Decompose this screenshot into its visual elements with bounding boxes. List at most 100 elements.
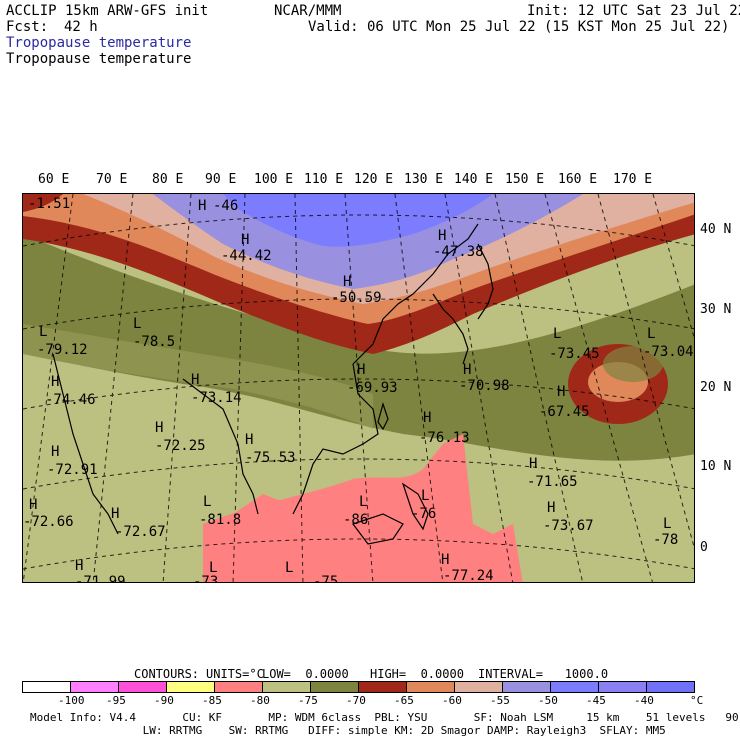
marker-value: -73.04 [643,344,694,360]
legend-swatch [455,682,503,692]
legend-swatch [71,682,119,692]
pressure-markers: -1.51 H -46 H -44.42 H -47.38 H -50.59 L… [23,196,694,583]
marker-mark: H [245,432,253,448]
legend-swatch [599,682,647,692]
marker-mark: L [39,324,47,340]
marker-value: -76.13 [419,430,470,446]
legend-tick: -50 [538,694,558,707]
marker-mark: H [423,410,431,426]
legend-tick: -80 [250,694,270,707]
marker-mark: H [51,374,59,390]
model-info-line2: LW: RRTMG SW: RRTMG DIFF: simple KM: 2D … [30,724,666,737]
lon-label: 120 E [354,172,394,187]
legend-swatch [215,682,263,692]
contours-low: LOW= 0.0000 [262,667,349,681]
model-info-line1: Model Info: V4.4 CU: KF MP: WDM 6class P… [30,711,740,724]
map-svg: -1.51 H -46 H -44.42 H -47.38 H -50.59 L… [23,194,694,583]
legend-swatch [311,682,359,692]
legend-swatch [647,682,694,692]
lon-label: 60 E [38,172,70,187]
marker-mark: L [359,494,367,510]
marker-value: -78 [653,532,678,548]
legend-swatch [503,682,551,692]
marker-value: -71.99 [75,574,126,583]
marker-mark: H [557,384,565,400]
marker-value: -72.66 [23,514,74,530]
marker-mark: L [209,560,217,576]
legend-swatch [167,682,215,692]
legend-swatch [23,682,71,692]
marker-mark: L [285,560,293,576]
lon-label: 150 E [505,172,545,187]
marker-value: -79.12 [37,342,88,358]
marker-value: -50.59 [331,290,382,306]
marker-value: -70.98 [459,378,510,394]
marker-value: -46 [213,198,238,214]
legend-tick: -55 [490,694,510,707]
marker-value: -71.65 [527,474,578,490]
marker-mark: L [647,326,655,342]
marker-mark: H [438,228,446,244]
legend-tick: -45 [586,694,606,707]
marker-mark: H [191,372,199,388]
legend-tick: -100 [58,694,85,707]
marker-value: -72.91 [47,462,98,478]
legend-tick: -40 [634,694,654,707]
legend-swatch [551,682,599,692]
map-panel: -1.51 H -46 H -44.42 H -47.38 H -50.59 L… [22,193,695,583]
lon-label: 170 E [613,172,653,187]
legend-tick: -85 [202,694,222,707]
marker-value: -44.42 [221,248,272,264]
marker-value: -72.67 [115,524,166,540]
lon-label: 70 E [96,172,128,187]
contours-units: UNITS=°C [206,667,264,681]
marker-value: -75 [313,574,338,583]
lat-label: 10 N [700,459,732,474]
subtitle-black: Tropopause temperature [6,51,192,67]
marker-value: -67.45 [539,404,590,420]
marker-value: -77.24 [443,568,494,583]
marker-mark: H [51,444,59,460]
lat-label: 0 [700,540,708,555]
marker-mark: H [29,497,37,513]
marker-mark: H [111,506,119,522]
lon-label: 100 E [254,172,294,187]
lon-label: 130 E [404,172,444,187]
marker-value: -73.45 [549,346,600,362]
marker-mark: H [547,500,555,516]
lat-label: 30 N [700,302,732,317]
marker-mark: L [421,488,429,504]
lat-label: 40 N [700,222,732,237]
lat-label: 20 N [700,380,732,395]
marker-value: -75.53 [245,450,296,466]
legend-swatch [263,682,311,692]
marker-text: -1.51 [28,196,70,212]
marker-mark: H [441,552,449,568]
legend-tick: -65 [394,694,414,707]
lon-label: 160 E [558,172,598,187]
marker-mark: H [75,558,83,574]
legend-swatch [359,682,407,692]
marker-mark: L [663,516,671,532]
legend-tick: -90 [154,694,174,707]
legend-tick: -60 [442,694,462,707]
legend-swatch [407,682,455,692]
marker-value: -47.38 [433,244,484,260]
marker-value: -76 [411,506,436,522]
fcst-value: 42 h [64,19,98,35]
marker-mark: H [155,420,163,436]
org-label: NCAR/MMM [274,3,342,19]
marker-value: -86 [343,512,368,528]
subtitle-blue: Tropopause temperature [6,35,192,51]
legend-tick: -70 [346,694,366,707]
marker-mark: H [343,274,351,290]
marker-value: -81.8 [199,512,241,528]
marker-mark: H [241,232,249,248]
marker-mark: H [357,362,365,378]
contours-interval: INTERVAL= 1000.0 [478,667,609,681]
marker-mark: L [553,326,561,342]
contours-high: HIGH= 0.0000 [370,667,464,681]
lon-label: 90 E [205,172,237,187]
marker-value: -72.25 [155,438,206,454]
marker-mark: L [133,316,141,332]
